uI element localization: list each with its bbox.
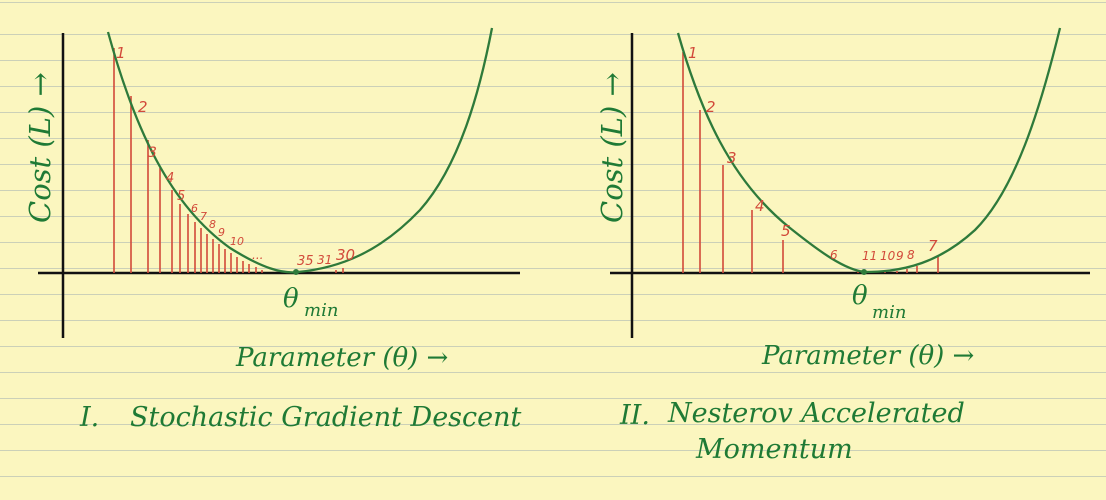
- sgd-step-label-2: 2: [138, 98, 148, 116]
- sgd-title: Stochastic Gradient Descent: [130, 402, 522, 433]
- sgd-cost-curve: [108, 28, 492, 272]
- sgd-step-label-9: 9: [218, 226, 225, 239]
- sgd-step-label-30: 30: [336, 246, 355, 264]
- sgd-minimum-point: [293, 269, 299, 275]
- nag-step-label-11: 11: [862, 249, 877, 263]
- sgd-step-label-6: 6: [191, 202, 198, 215]
- nag-title-line2: Momentum: [695, 434, 853, 465]
- nag-step-label-1: 1: [688, 44, 698, 62]
- nag-step-label-10: 10: [880, 249, 896, 263]
- sgd-ellipsis: ...: [252, 248, 263, 262]
- sgd-y-axis-label: Cost (L) →: [23, 72, 57, 223]
- sgd-step-label-1: 1: [116, 44, 126, 62]
- nag-step-label-6: 6: [830, 248, 838, 262]
- nag-y-axis-label: Cost (L) →: [595, 72, 629, 223]
- sgd-step-label-10: 10: [230, 235, 244, 248]
- nag-theta-min-subscript: min: [872, 302, 906, 323]
- sgd-step-label-35: 35: [297, 254, 314, 269]
- sgd-step-label-7: 7: [200, 210, 207, 223]
- nag-title: Nesterov Accelerated: [667, 398, 965, 429]
- nag-title-numeral: II.: [619, 400, 650, 431]
- sgd-theta-min-subscript: min: [304, 300, 338, 321]
- nag-panel: 1 2 3 4 5 6 11 10 9 8 7 θ min Cost (L) →…: [595, 28, 1090, 465]
- nag-step-label-8: 8: [907, 248, 915, 262]
- nag-x-axis-label: Parameter (θ) →: [761, 341, 974, 371]
- sgd-step-label-3: 3: [148, 145, 157, 161]
- nag-step-label-2: 2: [706, 98, 716, 116]
- nag-minimum-point: [861, 269, 867, 275]
- sgd-panel: 1 2 3 4 5 6 7 8 9 10 ... 35 31 30 θ min …: [23, 28, 522, 433]
- sgd-step-label-8: 8: [209, 218, 216, 231]
- sgd-step-label-31: 31: [317, 253, 332, 267]
- nag-step-label-7: 7: [928, 237, 938, 255]
- sgd-step-label-5: 5: [177, 189, 185, 204]
- sgd-theta-min-symbol: θ: [283, 284, 299, 314]
- nag-step-lines: [683, 52, 938, 273]
- sgd-title-numeral: I.: [79, 402, 99, 433]
- nag-step-label-9: 9: [896, 249, 904, 263]
- nag-step-label-3: 3: [727, 149, 737, 167]
- sgd-x-axis-label: Parameter (θ) →: [235, 343, 448, 373]
- nag-theta-min-symbol: θ: [852, 281, 868, 311]
- nag-step-label-4: 4: [755, 197, 765, 215]
- sgd-step-label-4: 4: [166, 171, 174, 186]
- nag-step-label-5: 5: [781, 222, 791, 240]
